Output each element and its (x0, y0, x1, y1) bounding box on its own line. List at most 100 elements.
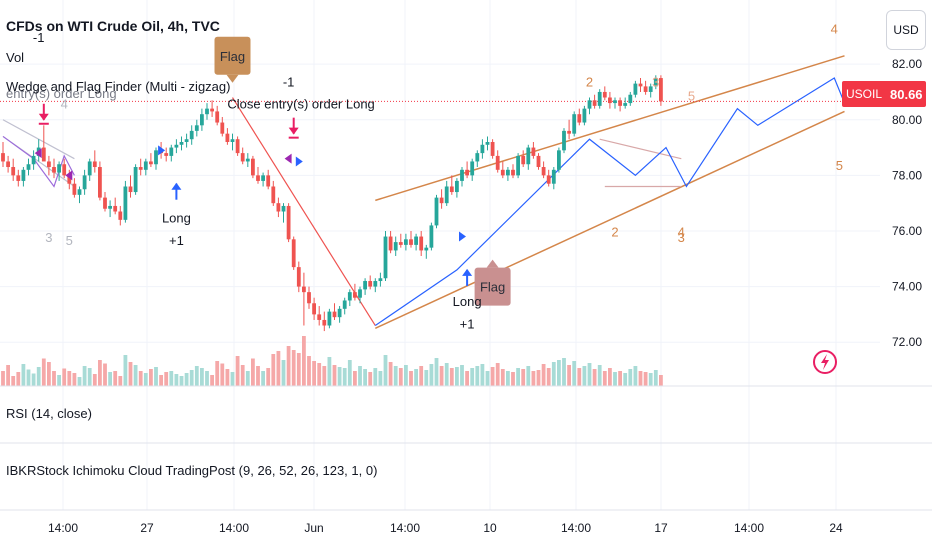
arrow-head (38, 113, 49, 121)
annotation-text: 3 (678, 230, 685, 245)
flag-box (214, 36, 251, 75)
volume-bar (429, 364, 434, 386)
volume-bar (506, 371, 510, 386)
volume-bar (551, 362, 556, 386)
candle-body (230, 139, 235, 142)
candle-body (92, 161, 97, 168)
volume-bar (398, 368, 403, 386)
annotation-text: 5 (836, 158, 843, 173)
volume-bar (154, 367, 158, 386)
candle-body (500, 169, 505, 176)
pattern-lines (0, 55, 846, 329)
candle-body (332, 311, 337, 318)
volume-bar (205, 371, 209, 386)
volume-bar (449, 368, 454, 386)
volume-bar (653, 370, 658, 386)
candle-body (424, 247, 429, 251)
rsi-pane-label[interactable]: RSI (14, close) (6, 406, 92, 421)
volume-bar (189, 370, 194, 386)
volume-legend[interactable]: Vol (6, 50, 25, 65)
candle-body (113, 205, 118, 212)
volume-bar (659, 375, 663, 386)
volume-bar (439, 366, 444, 386)
candle-body (480, 144, 485, 154)
volume-bar (536, 370, 541, 386)
annotation-text: 4 (678, 225, 685, 240)
candle-body (398, 242, 403, 245)
volume-bar (92, 374, 97, 386)
volume-bar (240, 365, 245, 386)
candle-body (536, 155, 541, 168)
signal-triangle (34, 148, 42, 159)
signal-triangle (158, 145, 166, 156)
volume-bar (628, 369, 633, 386)
candle-body (404, 239, 408, 245)
volume-bar (77, 377, 82, 386)
volume-bar (307, 356, 311, 386)
volume-bar (62, 368, 67, 386)
candle-body (546, 175, 551, 184)
candle-body (602, 91, 607, 98)
candlesticks (1, 75, 663, 332)
y-tick-label: 80.00 (892, 113, 922, 127)
candle-body (108, 205, 112, 209)
volume-bar (577, 368, 582, 386)
candle-body (62, 164, 67, 176)
volume-bar (1, 371, 5, 386)
x-tick-label: 17 (654, 521, 668, 535)
volume-bar (480, 364, 485, 386)
candle-body (317, 314, 322, 320)
candle-body (41, 147, 46, 162)
volume-bar (638, 371, 643, 386)
candle-body (388, 236, 393, 251)
lightning-icon[interactable] (812, 346, 840, 378)
volume-bar (424, 370, 429, 386)
candle-body (52, 167, 56, 173)
flag-box (474, 267, 511, 306)
candle-body (16, 175, 21, 181)
volume-bar (485, 371, 490, 386)
annotation-text: Long (453, 294, 482, 309)
volume-bar (149, 369, 153, 386)
volume-bar (342, 368, 347, 386)
volume-bar (194, 366, 199, 386)
candle-body (154, 150, 158, 165)
volume-bars (1, 336, 663, 386)
candle-body (21, 169, 26, 181)
candle-body (429, 225, 434, 248)
chart-grid (0, 0, 880, 510)
candle-body (72, 183, 77, 195)
volume-bar (296, 353, 301, 386)
candle-body (98, 167, 102, 198)
candle-body (516, 155, 520, 176)
candle-body (592, 100, 597, 106)
volume-bar (230, 372, 235, 386)
x-tick-label: 14:00 (48, 521, 78, 535)
y-tick-label: 74.00 (892, 280, 922, 294)
volume-bar (322, 366, 327, 386)
annotation-text: 3 (652, 74, 659, 89)
annotation-text: 5 (66, 233, 73, 248)
candle-body (138, 167, 143, 170)
volume-bar (460, 365, 464, 386)
y-tick-label: 76.00 (892, 224, 922, 238)
zigzag-line (231, 97, 376, 326)
candle-body (638, 83, 643, 87)
volume-bar (225, 369, 230, 386)
pattern-line (599, 138, 682, 160)
volume-bar (500, 369, 505, 386)
volume-bar (266, 368, 271, 386)
volume-bar (113, 371, 118, 386)
candle-body (103, 197, 107, 209)
wedge-indicator-legend[interactable]: Wedge and Flag Finder (Multi - zigzag) (6, 79, 231, 94)
volume-bar (465, 371, 469, 386)
volume-bar (582, 366, 587, 386)
ichimoku-pane-label[interactable]: IBKRStock Ichimoku Cloud TradingPost (9,… (6, 463, 378, 478)
volume-bar (388, 362, 393, 386)
candle-body (353, 292, 357, 298)
annotation-text: 2 (586, 74, 593, 89)
volume-bar (261, 371, 265, 386)
volume-bar (332, 365, 337, 386)
currency-button[interactable]: USD (886, 10, 926, 50)
